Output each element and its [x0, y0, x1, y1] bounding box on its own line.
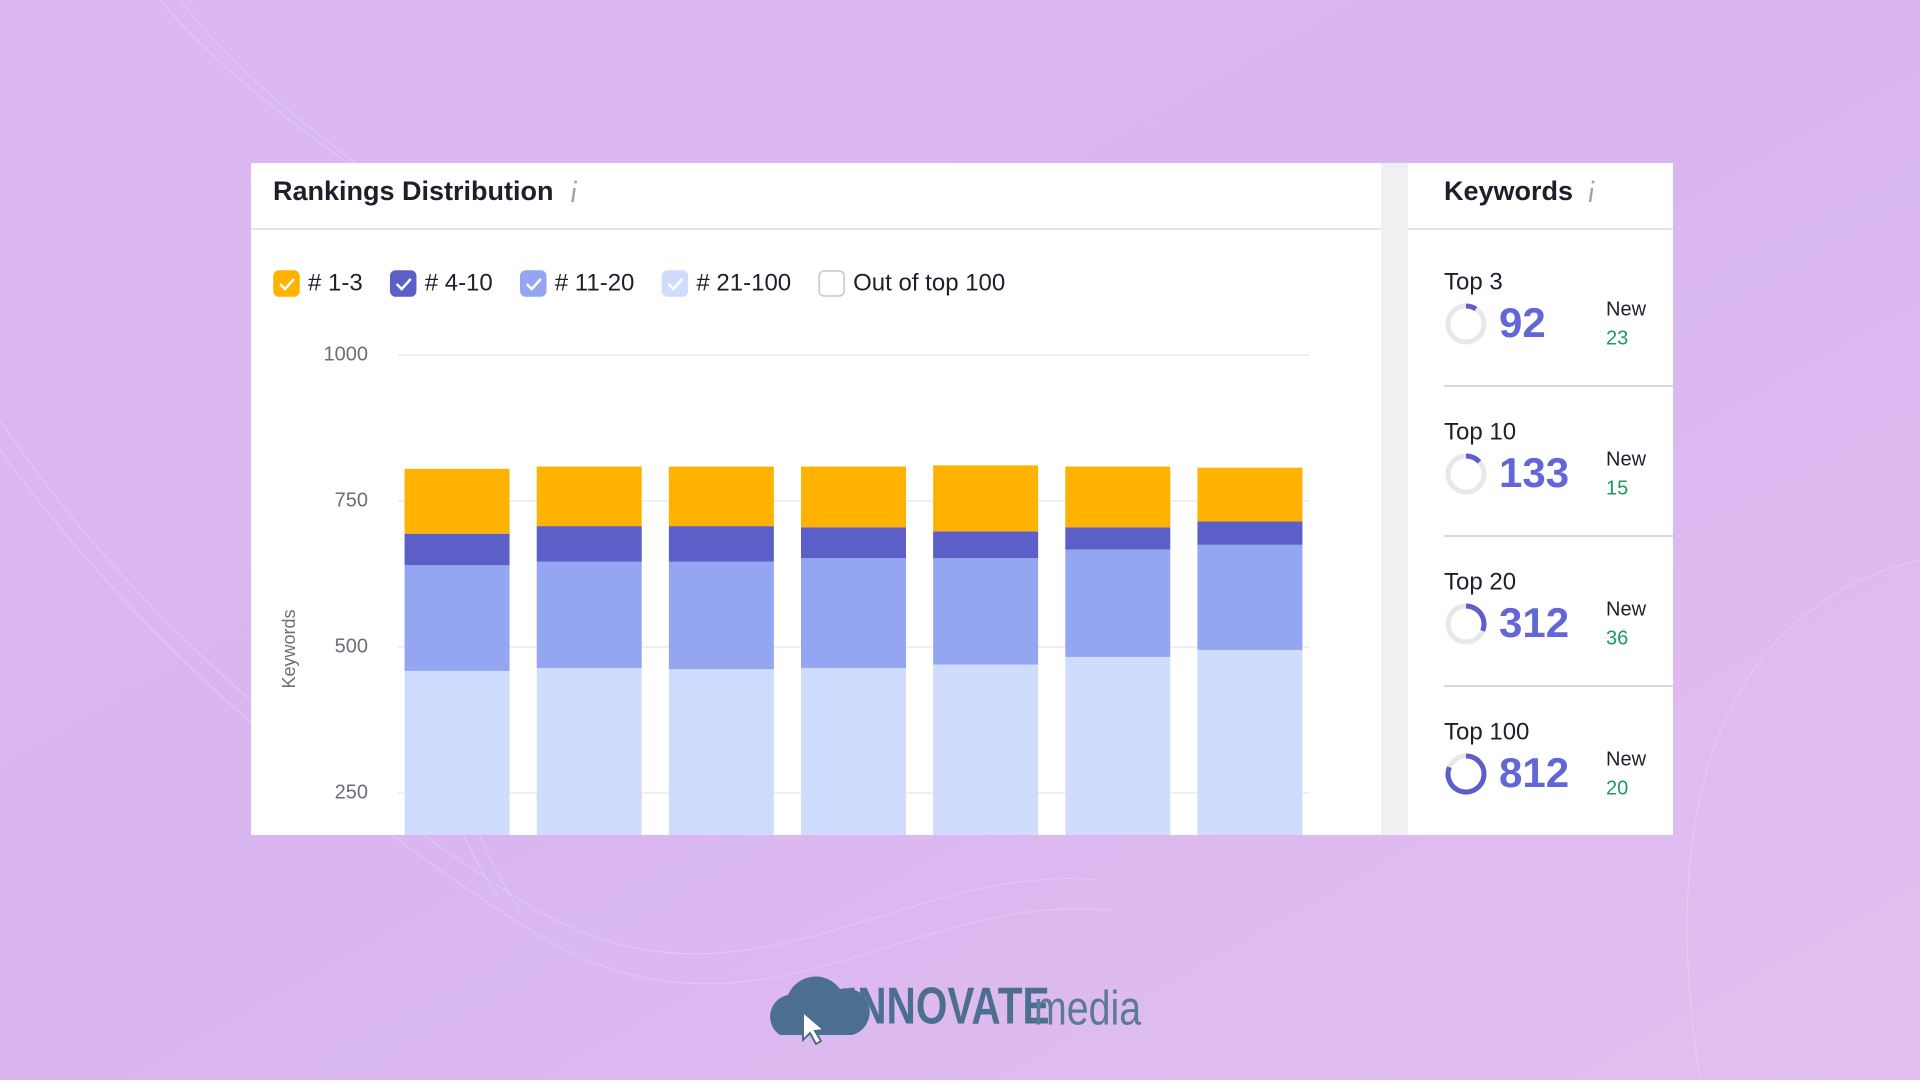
legend-item[interactable]: # 1-3: [273, 269, 363, 297]
logo-cloud: [770, 976, 870, 1035]
legend: # 1-3 # 4-10 # 11-20 # 21-100 Out of top 100: [273, 269, 1005, 297]
legend-item[interactable]: # 11-20: [520, 269, 635, 297]
info-icon: [1588, 180, 1595, 203]
bar-segment: [1197, 649, 1303, 835]
legend-checkbox[interactable]: [273, 270, 300, 297]
bar-segment: [668, 561, 774, 670]
bar-segment: [668, 526, 774, 562]
bar-segment: [801, 466, 906, 528]
new-count[interactable]: 36: [1606, 627, 1628, 649]
new-label: New: [1606, 598, 1647, 620]
bar-segment: [1065, 656, 1171, 835]
new-count[interactable]: 23: [1606, 327, 1628, 349]
logo: INNOVATE media: [770, 976, 1142, 1046]
bar-segment: [536, 526, 642, 562]
donut-arc: [1465, 453, 1482, 464]
keyword-count[interactable]: 812: [1499, 749, 1569, 796]
new-count[interactable]: 15: [1606, 477, 1628, 499]
bar-segment: [404, 468, 510, 534]
keyword-label: Top 100: [1444, 718, 1529, 745]
y-tick-label: 750: [335, 489, 368, 511]
bar-segment: [933, 664, 1039, 835]
bar-segment: [1065, 466, 1171, 528]
y-axis-label: Keywords: [279, 609, 299, 688]
legend-check[interactable]: [395, 278, 412, 291]
legend-label[interactable]: # 21-100: [696, 269, 791, 296]
keyword-label: Top 10: [1444, 418, 1516, 445]
bar-segment: [668, 466, 774, 527]
info-stem: [1588, 187, 1594, 203]
bar-segment: [1065, 527, 1171, 550]
plot: [398, 354, 1310, 835]
bar-segment: [801, 668, 906, 835]
info-stem: [571, 187, 576, 203]
bar-segment: [536, 668, 642, 835]
bar-segment: [404, 670, 510, 835]
legend-checkbox[interactable]: [818, 270, 845, 297]
new-count[interactable]: 20: [1606, 777, 1628, 799]
y-tick-label: 1000: [324, 343, 369, 365]
legend-check[interactable]: [525, 278, 542, 291]
bar-segment: [536, 466, 642, 527]
bar-segment: [1197, 544, 1303, 650]
info-icon: [571, 180, 578, 203]
keyword-count[interactable]: 133: [1499, 449, 1569, 496]
y-tick-label: 250: [335, 781, 368, 803]
bar-segment: [1197, 467, 1303, 522]
bar-segment: [1065, 549, 1171, 657]
bar-segment: [404, 565, 510, 671]
legend-label[interactable]: Out of top 100: [853, 269, 1005, 296]
bar-segment: [404, 533, 510, 566]
keywords-card: [1408, 163, 1673, 835]
new-label: New: [1606, 748, 1647, 770]
info-dot: [1591, 180, 1595, 184]
donut-arc: [1445, 753, 1487, 795]
new-label: New: [1606, 448, 1647, 470]
legend-checkbox[interactable]: [520, 270, 547, 297]
bar-segment: [933, 465, 1039, 532]
logo-cursor: [802, 1009, 827, 1046]
legend-check[interactable]: [279, 278, 295, 291]
donut-arc: [1465, 603, 1487, 632]
keyword-count[interactable]: 92: [1499, 299, 1546, 346]
bar-segment: [536, 561, 642, 669]
legend-item[interactable]: Out of top 100: [818, 269, 1005, 297]
bar-segment: [1197, 521, 1303, 545]
legend-checkbox[interactable]: [661, 270, 689, 297]
legend-item[interactable]: # 21-100: [661, 269, 791, 297]
keyword-count[interactable]: 312: [1499, 599, 1569, 646]
keywords-list: Top 3 92 New 23 Top 10 133 New 15 Top 20 312 New 36…: [1444, 268, 1673, 799]
legend-label[interactable]: # 4-10: [425, 269, 493, 296]
bar-segment: [801, 527, 906, 559]
legend-label[interactable]: # 11-20: [555, 269, 635, 296]
donut-arc: [1465, 303, 1478, 312]
legend-check[interactable]: [667, 278, 684, 291]
bar-segment: [668, 669, 774, 835]
legend-checkbox[interactable]: [389, 270, 417, 297]
y-tick-label: 500: [335, 635, 368, 657]
bar-segment: [801, 558, 906, 669]
info-dot: [574, 180, 578, 184]
bar-segment: [933, 531, 1039, 559]
logo-brand: INNOVATE: [846, 977, 1050, 1035]
legend-label[interactable]: # 1-3: [308, 269, 363, 296]
bar-segment: [933, 558, 1039, 665]
chart-title: Rankings Distribution: [273, 176, 554, 206]
keywords-title: Keywords: [1444, 176, 1573, 206]
new-label: New: [1606, 298, 1647, 320]
keyword-label: Top 3: [1444, 268, 1503, 295]
keyword-label: Top 20: [1444, 568, 1516, 595]
logo-suffix: media: [1034, 982, 1142, 1036]
legend-item[interactable]: # 4-10: [389, 269, 493, 297]
